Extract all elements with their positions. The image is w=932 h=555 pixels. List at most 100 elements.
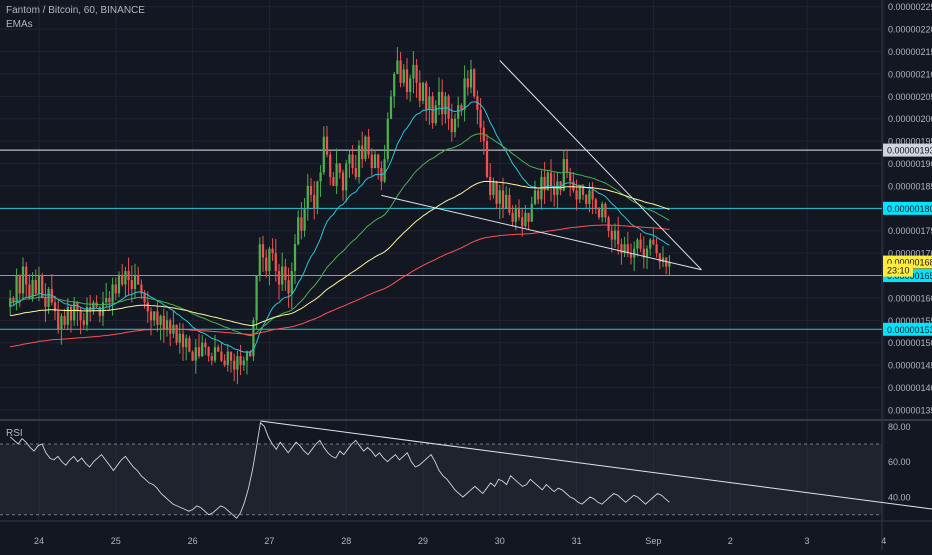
candle-body (527, 212, 530, 222)
candle-body (34, 280, 37, 294)
candle-body (111, 284, 114, 303)
candle-body (492, 181, 495, 195)
candle-body (588, 190, 591, 204)
rsi-trendline (260, 420, 932, 510)
candle-body (79, 311, 82, 321)
candle-body (188, 338, 191, 352)
time-tick-label: 26 (188, 536, 198, 546)
candle-body (370, 154, 373, 169)
candle-body (578, 185, 581, 200)
candle-body (290, 271, 293, 294)
time-tick-label: 29 (418, 536, 428, 546)
candle-body (428, 96, 431, 110)
candle-body (562, 159, 565, 191)
candle-body (457, 105, 460, 119)
candle-body (175, 324, 178, 343)
candle-body (108, 297, 111, 303)
candle-body (607, 217, 610, 231)
ema-line-100 (10, 180, 670, 327)
candle-body (18, 275, 21, 294)
candle-body (271, 248, 274, 254)
candle-body (303, 208, 306, 231)
candle-body (629, 253, 633, 258)
candle-body (332, 176, 335, 186)
price-tick-label: 0.00000220 (888, 25, 932, 35)
price-tick-label: 0.00000175 (888, 226, 932, 236)
candle-body (233, 360, 236, 370)
candle-body (85, 306, 89, 325)
countdown-label: 23:10 (887, 266, 910, 276)
candle-body (53, 302, 57, 312)
candle-body (498, 190, 501, 204)
time-tick-label: 3 (804, 536, 809, 546)
candle-body (460, 105, 463, 110)
candle-body (649, 239, 652, 249)
candle-body (572, 181, 575, 191)
ema-legend[interactable]: EMAs (6, 19, 33, 30)
ema-lines (10, 101, 670, 353)
time-tick-label: 30 (495, 536, 505, 546)
ema-line-20 (10, 101, 670, 353)
candle-body (521, 217, 524, 227)
candle-body (181, 333, 185, 348)
candle-body (396, 60, 399, 74)
candle-body (242, 360, 245, 366)
candle-body (226, 351, 229, 366)
candle-body (533, 190, 537, 204)
candle-body (386, 118, 389, 160)
price-tick-label: 0.00000205 (888, 92, 932, 102)
candle-body (549, 172, 553, 186)
candle-body (66, 306, 69, 325)
candle-body (581, 185, 585, 195)
candle-body (613, 230, 617, 240)
candle-body (287, 280, 290, 294)
candle-body (505, 194, 508, 209)
candle-body (418, 82, 421, 101)
level-tag-label: 0.00000180 (887, 204, 932, 214)
price-tick-label: 0.00000145 (888, 361, 932, 371)
candle-body (124, 271, 127, 285)
candle-body (345, 163, 348, 191)
trendlines (381, 60, 702, 271)
rsi-legend[interactable]: RSI (6, 428, 23, 439)
candle-body (28, 284, 31, 298)
countdown-tag (883, 263, 913, 277)
time-tick-label: 25 (111, 536, 121, 546)
candle-body (127, 271, 130, 281)
candle-body (642, 248, 645, 258)
price-tick-label: 0.00000135 (888, 405, 932, 415)
trendline (381, 194, 702, 271)
candle-body (591, 190, 594, 200)
candle-body (383, 159, 386, 182)
candle-body (239, 356, 242, 366)
candle-body (479, 109, 482, 128)
candle-body (44, 297, 47, 307)
candle-body (204, 342, 207, 348)
candle-body (412, 64, 415, 79)
price-tick-label: 0.00000160 (888, 293, 932, 303)
candle-body (105, 297, 108, 303)
candle-body (514, 208, 517, 222)
candle-body (447, 96, 450, 119)
candle-body (434, 105, 437, 124)
candle-body (601, 203, 604, 218)
candle-body (159, 315, 162, 325)
candle-body (351, 154, 354, 169)
candle-body (399, 60, 402, 83)
candle-body (444, 96, 447, 115)
level-tag (883, 322, 932, 336)
candle-body (133, 275, 137, 289)
candle-body (220, 351, 223, 361)
candle-body (207, 347, 210, 357)
price-tick-label: 0.00000150 (888, 338, 932, 348)
candle-body (508, 194, 511, 213)
ema-line-50 (10, 133, 670, 337)
candle-body (165, 320, 169, 330)
candle-body (425, 82, 428, 110)
candle-body (309, 185, 313, 195)
time-axis: 24 25 26 27 28 29 30 31 Sep 2 3 4 (34, 536, 886, 546)
candle-body (489, 176, 492, 195)
candle-body (25, 266, 28, 285)
